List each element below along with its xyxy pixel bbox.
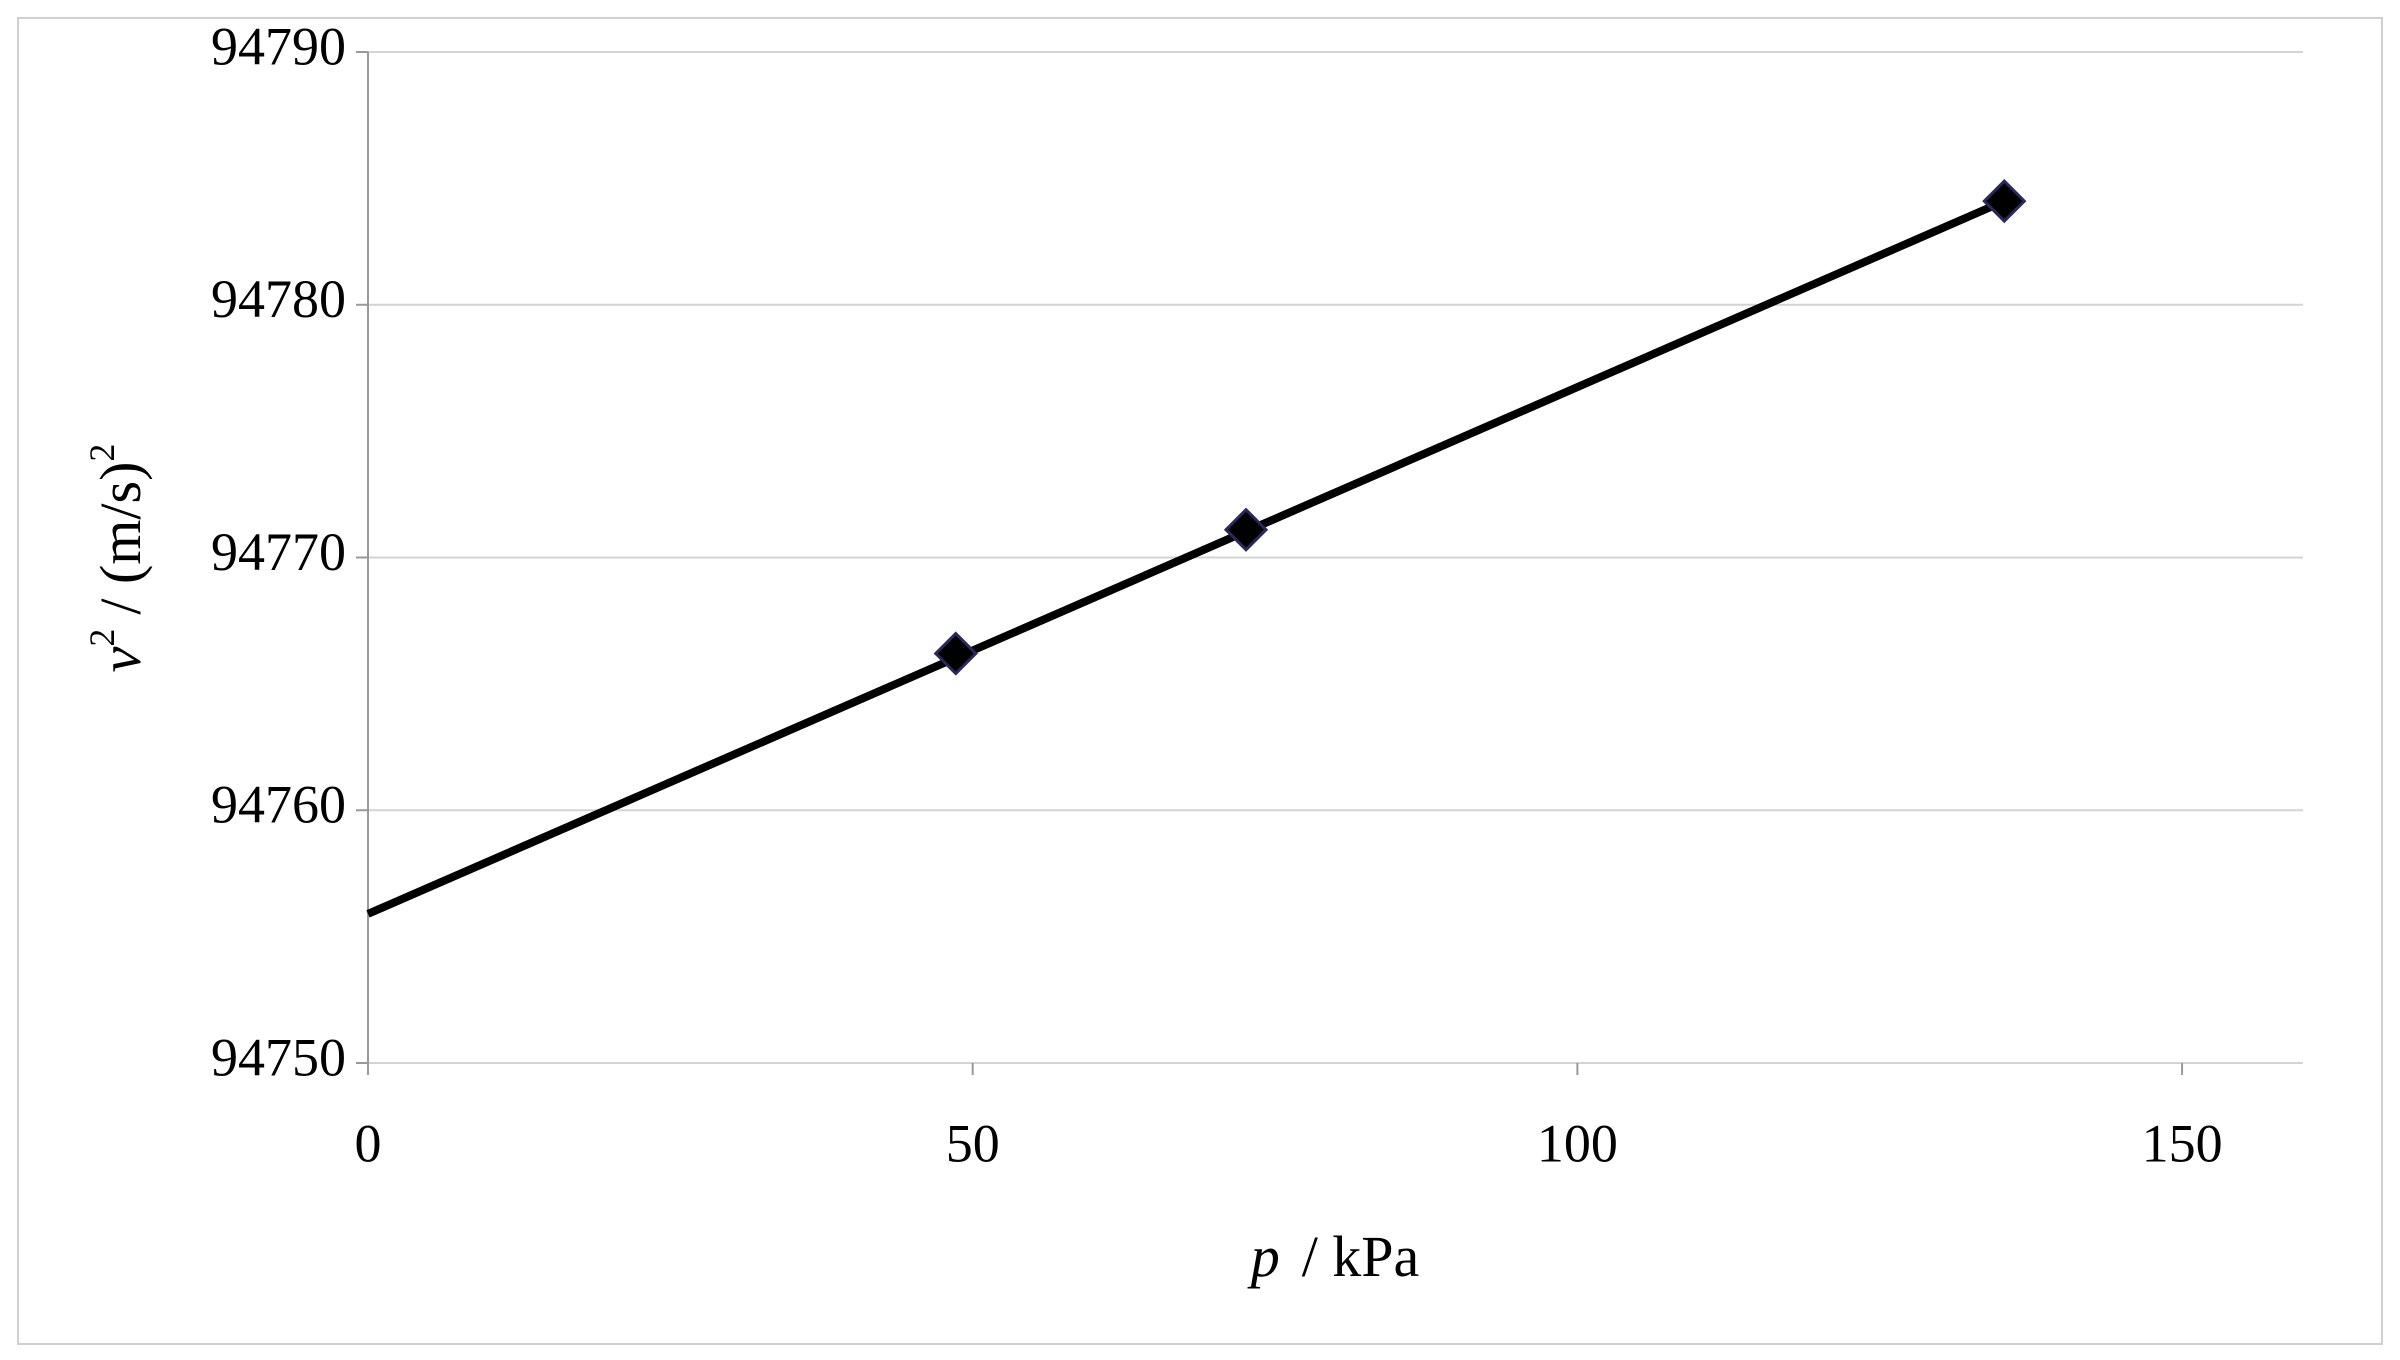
y-tick-label: 94790 xyxy=(211,16,346,76)
data-point xyxy=(1223,507,1269,552)
x-label-symbol: p xyxy=(1247,1224,1280,1289)
chart-frame xyxy=(17,17,2383,1345)
y-tick-label: 94780 xyxy=(211,269,346,329)
y-tick-label: 94750 xyxy=(211,1027,346,1087)
y-label-symbol: v xyxy=(88,646,153,672)
y-tick-label: 94760 xyxy=(211,775,346,835)
y-label-unit-exponent: 2 xyxy=(82,444,122,462)
x-tick-label: 50 xyxy=(946,1113,1000,1173)
y-label-unit: / (m/s) xyxy=(88,462,153,615)
fit-line xyxy=(366,197,2006,918)
x-tick-label: 0 xyxy=(355,1113,382,1173)
y-label-exponent: 2 xyxy=(82,629,122,647)
x-axis-label: p / kPa xyxy=(1247,1224,1420,1289)
x-tick-label: 150 xyxy=(2142,1113,2223,1173)
x-tick-label: 100 xyxy=(1537,1113,1618,1173)
y-axis-label: v2/ (m/s)2 xyxy=(82,444,153,673)
data-point xyxy=(933,631,978,676)
x-label-unit: / kPa xyxy=(1302,1224,1420,1289)
data-point xyxy=(1982,179,2027,224)
y-tick-label: 94770 xyxy=(211,522,346,582)
